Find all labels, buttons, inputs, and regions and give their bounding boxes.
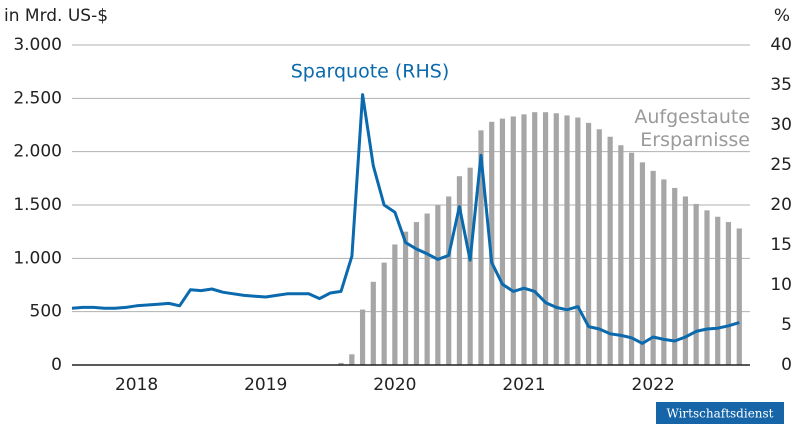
x-tick-label: 2022 [632,375,675,395]
line [71,93,740,345]
bar [736,228,742,365]
bar [402,231,409,365]
bar [564,115,570,366]
y2-tick-label: 40 [770,35,792,55]
y-tick-label: 0 [51,355,62,375]
bar [596,129,602,365]
x-tick-label: 2020 [373,375,416,395]
y-tick-label: 500 [30,302,62,322]
y-tick-label: 3.000 [13,35,62,55]
bar [715,216,721,365]
bar [370,281,376,365]
series-label: Sparquote (RHS) [291,61,450,83]
bar [510,116,516,365]
y2-axis-label: % [774,6,790,26]
y-tick-label: 1.000 [13,248,62,268]
bar [661,179,667,365]
bar [672,187,678,365]
bar [499,118,506,365]
y2-tick-label: 0 [781,355,792,375]
y-tick-label: 2.500 [13,88,62,108]
y2-tick-label: 20 [770,195,792,215]
y-axis-label: in Mrd. US-$ [4,6,108,26]
y-tick-label: 2.000 [13,142,62,162]
bar [725,222,732,365]
bar [521,114,527,365]
bar [607,136,613,365]
bar [618,145,624,365]
bar [532,112,538,365]
y2-tick-label: 25 [770,155,792,175]
y2-tick-label: 10 [770,275,792,295]
bar [628,152,635,365]
y2-tick-label: 35 [770,75,792,95]
bar [359,309,366,365]
bar [435,205,441,365]
x-tick-label: 2018 [115,375,158,395]
bar [650,170,656,365]
bar [478,130,484,365]
x-tick-label: 2021 [502,375,545,395]
bar [575,117,581,366]
bar [639,162,646,365]
badge-box [656,402,784,424]
x-tick-label: 2019 [244,375,287,395]
series-label: Aufgestaute Ersparnisse [634,106,750,151]
bar [704,210,710,365]
bar [553,113,559,366]
bar [381,262,387,365]
bar [489,121,495,365]
bar [392,244,398,365]
bar [446,196,452,365]
y-tick-label: 1.500 [13,195,62,215]
y2-tick-label: 5 [781,315,792,335]
bar [424,213,430,365]
bar [585,122,592,365]
badge: Wirtschaftsdienst [666,407,773,421]
y2-tick-label: 15 [770,235,792,255]
bar [467,167,473,365]
bar [682,196,689,365]
bar [338,362,344,365]
bar [542,112,549,365]
bar [349,354,355,365]
bar [456,176,463,365]
bar [413,222,420,365]
y2-tick-label: 30 [770,115,792,135]
bar [693,203,699,365]
